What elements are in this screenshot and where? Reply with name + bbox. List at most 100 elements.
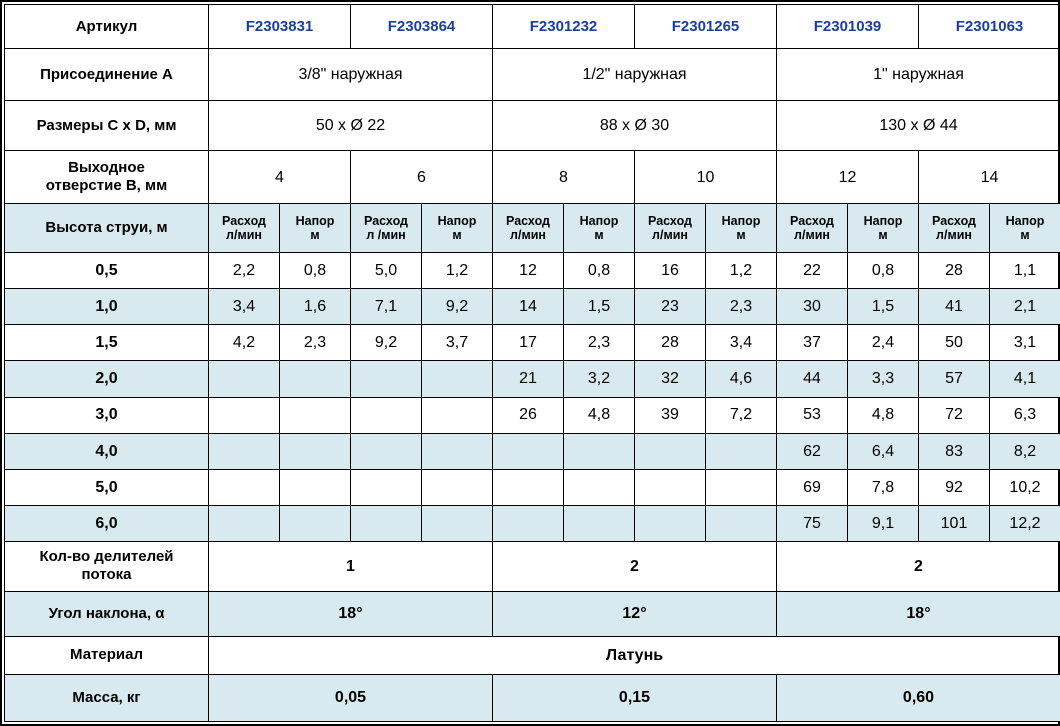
data-cell bbox=[421, 468, 493, 506]
article-number: F2303864 bbox=[350, 3, 493, 50]
data-cell bbox=[350, 504, 422, 542]
data-cell: 7,1 bbox=[350, 288, 422, 326]
article-number: F2303831 bbox=[208, 3, 351, 50]
head-header: Напор м bbox=[989, 203, 1060, 254]
data-cell bbox=[634, 432, 706, 470]
data-cell: 4,8 bbox=[847, 396, 919, 434]
data-cell: 1,2 bbox=[705, 252, 777, 290]
angle-row-label: Угол наклона, α bbox=[4, 590, 209, 637]
head-header: Напор м bbox=[563, 203, 635, 254]
data-cell: 22 bbox=[776, 252, 848, 290]
dimensions-row-label: Размеры C x D, мм bbox=[4, 100, 209, 152]
data-cell: 3,1 bbox=[989, 324, 1060, 362]
data-cell bbox=[208, 432, 280, 470]
data-cell bbox=[492, 468, 564, 506]
outlet-label-line2: отверстие B, мм bbox=[45, 177, 168, 195]
data-cell: 92 bbox=[918, 468, 990, 506]
data-cell: 2,3 bbox=[279, 324, 351, 362]
material-row: Материал Латунь bbox=[4, 635, 1060, 675]
data-cell bbox=[350, 432, 422, 470]
jet-height-label: 2,0 bbox=[4, 360, 209, 398]
data-cell: 9,2 bbox=[421, 288, 493, 326]
jet-data-row: 3,0 26 4,8 39 7,2 53 4,8 72 6,3 bbox=[4, 396, 1060, 434]
data-cell: 69 bbox=[776, 468, 848, 506]
dividers-label-line2: потока bbox=[81, 566, 132, 584]
data-cell: 2,1 bbox=[989, 288, 1060, 326]
angle-value: 12° bbox=[492, 590, 777, 637]
data-cell: 39 bbox=[634, 396, 706, 434]
data-cell bbox=[279, 504, 351, 542]
jet-header-row: Высота струи, м Расход л/мин Напор м Расхо… bbox=[4, 203, 1060, 254]
data-cell bbox=[563, 468, 635, 506]
data-cell: 0,8 bbox=[563, 252, 635, 290]
article-number: F2301039 bbox=[776, 3, 919, 50]
data-cell: 14 bbox=[492, 288, 564, 326]
data-cell bbox=[421, 360, 493, 398]
outlet-row: Выходное отверстие B, мм 4 6 8 10 12 14 bbox=[4, 150, 1060, 205]
data-cell bbox=[350, 360, 422, 398]
data-cell: 4,2 bbox=[208, 324, 280, 362]
jet-data-row: 0,5 2,2 0,8 5,0 1,2 12 0,8 16 1,2 22 0,8 28 1,1 bbox=[4, 252, 1060, 290]
data-cell bbox=[279, 432, 351, 470]
data-cell: 8,2 bbox=[989, 432, 1060, 470]
data-cell: 41 bbox=[918, 288, 990, 326]
jet-height-label: 1,0 bbox=[4, 288, 209, 326]
head-header: Напор м bbox=[279, 203, 351, 254]
data-cell: 3,4 bbox=[705, 324, 777, 362]
data-cell: 28 bbox=[634, 324, 706, 362]
connection-value: 1" наружная bbox=[776, 48, 1060, 102]
data-cell bbox=[421, 432, 493, 470]
data-cell: 6,3 bbox=[989, 396, 1060, 434]
jet-data-row: 4,0 62 6,4 83 8,2 bbox=[4, 432, 1060, 470]
data-cell bbox=[492, 432, 564, 470]
data-cell bbox=[208, 360, 280, 398]
flow-header: Расход л/мин bbox=[776, 203, 848, 254]
data-cell: 1,1 bbox=[989, 252, 1060, 290]
dimensions-value: 88 x Ø 30 bbox=[492, 100, 777, 152]
jet-height-label: 0,5 bbox=[4, 252, 209, 290]
data-cell: 9,1 bbox=[847, 504, 919, 542]
dimensions-row: Размеры C x D, мм 50 x Ø 22 88 x Ø 30 13… bbox=[4, 100, 1060, 152]
jet-height-label: 1,5 bbox=[4, 324, 209, 362]
connection-row: Присоединение A 3/8" наружная 1/2" наруж… bbox=[4, 48, 1060, 102]
dimensions-value: 130 x Ø 44 bbox=[776, 100, 1060, 152]
jet-data-row: 1,0 3,4 1,6 7,1 9,2 14 1,5 23 2,3 30 1,5 41 2,1 bbox=[4, 288, 1060, 326]
jet-data-row: 2,0 21 3,2 32 4,6 44 3,3 57 4,1 bbox=[4, 360, 1060, 398]
data-cell bbox=[421, 504, 493, 542]
data-cell: 50 bbox=[918, 324, 990, 362]
data-cell bbox=[492, 504, 564, 542]
data-cell: 4,6 bbox=[705, 360, 777, 398]
outlet-value: 12 bbox=[776, 150, 919, 205]
outlet-value: 4 bbox=[208, 150, 351, 205]
jet-data-row: 1,5 4,2 2,3 9,2 3,7 17 2,3 28 3,4 37 2,4 50 3,1 bbox=[4, 324, 1060, 362]
data-cell: 53 bbox=[776, 396, 848, 434]
data-cell: 10,2 bbox=[989, 468, 1060, 506]
data-cell bbox=[208, 468, 280, 506]
mass-row: Масса, кг 0,05 0,15 0,60 bbox=[4, 673, 1060, 723]
data-cell: 5,0 bbox=[350, 252, 422, 290]
data-cell: 2,4 bbox=[847, 324, 919, 362]
article-number: F2301063 bbox=[918, 3, 1060, 50]
data-cell: 12 bbox=[492, 252, 564, 290]
outlet-row-label: Выходное отверстие B, мм bbox=[4, 150, 209, 205]
data-cell: 101 bbox=[918, 504, 990, 542]
data-cell bbox=[279, 396, 351, 434]
dividers-value: 1 bbox=[208, 540, 493, 592]
article-number: F2301265 bbox=[634, 3, 777, 50]
data-cell: 23 bbox=[634, 288, 706, 326]
jet-data-row: 6,0 75 9,1 101 12,2 bbox=[4, 504, 1060, 542]
data-cell: 44 bbox=[776, 360, 848, 398]
dividers-label-line1: Кол-во делителей bbox=[39, 548, 174, 566]
data-cell: 32 bbox=[634, 360, 706, 398]
data-cell: 0,8 bbox=[847, 252, 919, 290]
data-cell: 1,5 bbox=[563, 288, 635, 326]
material-value: Латунь bbox=[208, 635, 1060, 675]
dividers-value: 2 bbox=[776, 540, 1060, 592]
data-cell: 21 bbox=[492, 360, 564, 398]
data-cell bbox=[705, 432, 777, 470]
data-cell: 26 bbox=[492, 396, 564, 434]
data-cell: 72 bbox=[918, 396, 990, 434]
flow-header: Расход л/мин bbox=[208, 203, 280, 254]
data-cell: 83 bbox=[918, 432, 990, 470]
